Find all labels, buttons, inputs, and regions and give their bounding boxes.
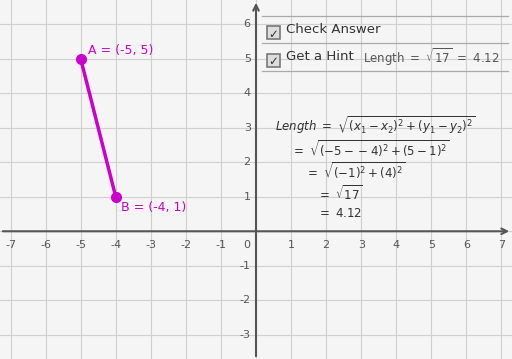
- Text: 6: 6: [244, 19, 251, 29]
- Text: 5: 5: [428, 240, 435, 250]
- Text: -4: -4: [110, 240, 121, 250]
- Text: 3: 3: [244, 123, 251, 133]
- Text: 1: 1: [288, 240, 294, 250]
- Text: A = (-5, 5): A = (-5, 5): [88, 43, 153, 56]
- Text: -2: -2: [180, 240, 191, 250]
- Text: ✓: ✓: [268, 55, 278, 68]
- Text: Get a Hint: Get a Hint: [286, 51, 354, 64]
- Text: $=\ \sqrt{(-5--4)^2+(5-1)^2}$: $=\ \sqrt{(-5--4)^2+(5-1)^2}$: [291, 139, 450, 160]
- Text: 3: 3: [358, 240, 365, 250]
- Text: -1: -1: [240, 261, 251, 271]
- Text: -1: -1: [216, 240, 226, 250]
- Text: $\mathbf{\mathit{Length}}\ =\ \sqrt{(x_1-x_2)^2+(y_1-y_2)^2}$: $\mathbf{\mathit{Length}}\ =\ \sqrt{(x_1…: [275, 115, 476, 137]
- Text: -3: -3: [145, 240, 156, 250]
- Text: 5: 5: [244, 54, 251, 64]
- Text: $=\ \sqrt{(-1)^2+(4)^2}$: $=\ \sqrt{(-1)^2+(4)^2}$: [305, 161, 406, 182]
- Text: -2: -2: [240, 295, 251, 305]
- Text: -5: -5: [75, 240, 86, 250]
- Text: $\mathrm{Length}\ =\ \sqrt{17}\ =\ 4.12$: $\mathrm{Length}\ =\ \sqrt{17}\ =\ 4.12$: [363, 46, 500, 68]
- Text: 6: 6: [463, 240, 470, 250]
- Text: 2: 2: [244, 157, 251, 167]
- Text: 4: 4: [393, 240, 400, 250]
- Text: 7: 7: [498, 240, 505, 250]
- Text: -7: -7: [5, 240, 16, 250]
- Text: -6: -6: [40, 240, 51, 250]
- Text: 4: 4: [244, 88, 251, 98]
- Text: 1: 1: [244, 192, 251, 202]
- Text: B = (-4, 1): B = (-4, 1): [121, 201, 186, 214]
- FancyBboxPatch shape: [267, 53, 280, 67]
- Text: $=\ 4.12$: $=\ 4.12$: [317, 207, 362, 220]
- Text: 0: 0: [244, 240, 251, 250]
- Text: Check Answer: Check Answer: [286, 23, 380, 36]
- Text: $=\ \sqrt{17}$: $=\ \sqrt{17}$: [317, 184, 362, 203]
- Text: ✓: ✓: [268, 28, 278, 41]
- FancyBboxPatch shape: [267, 26, 280, 39]
- Text: 2: 2: [323, 240, 330, 250]
- Text: -3: -3: [240, 330, 251, 340]
